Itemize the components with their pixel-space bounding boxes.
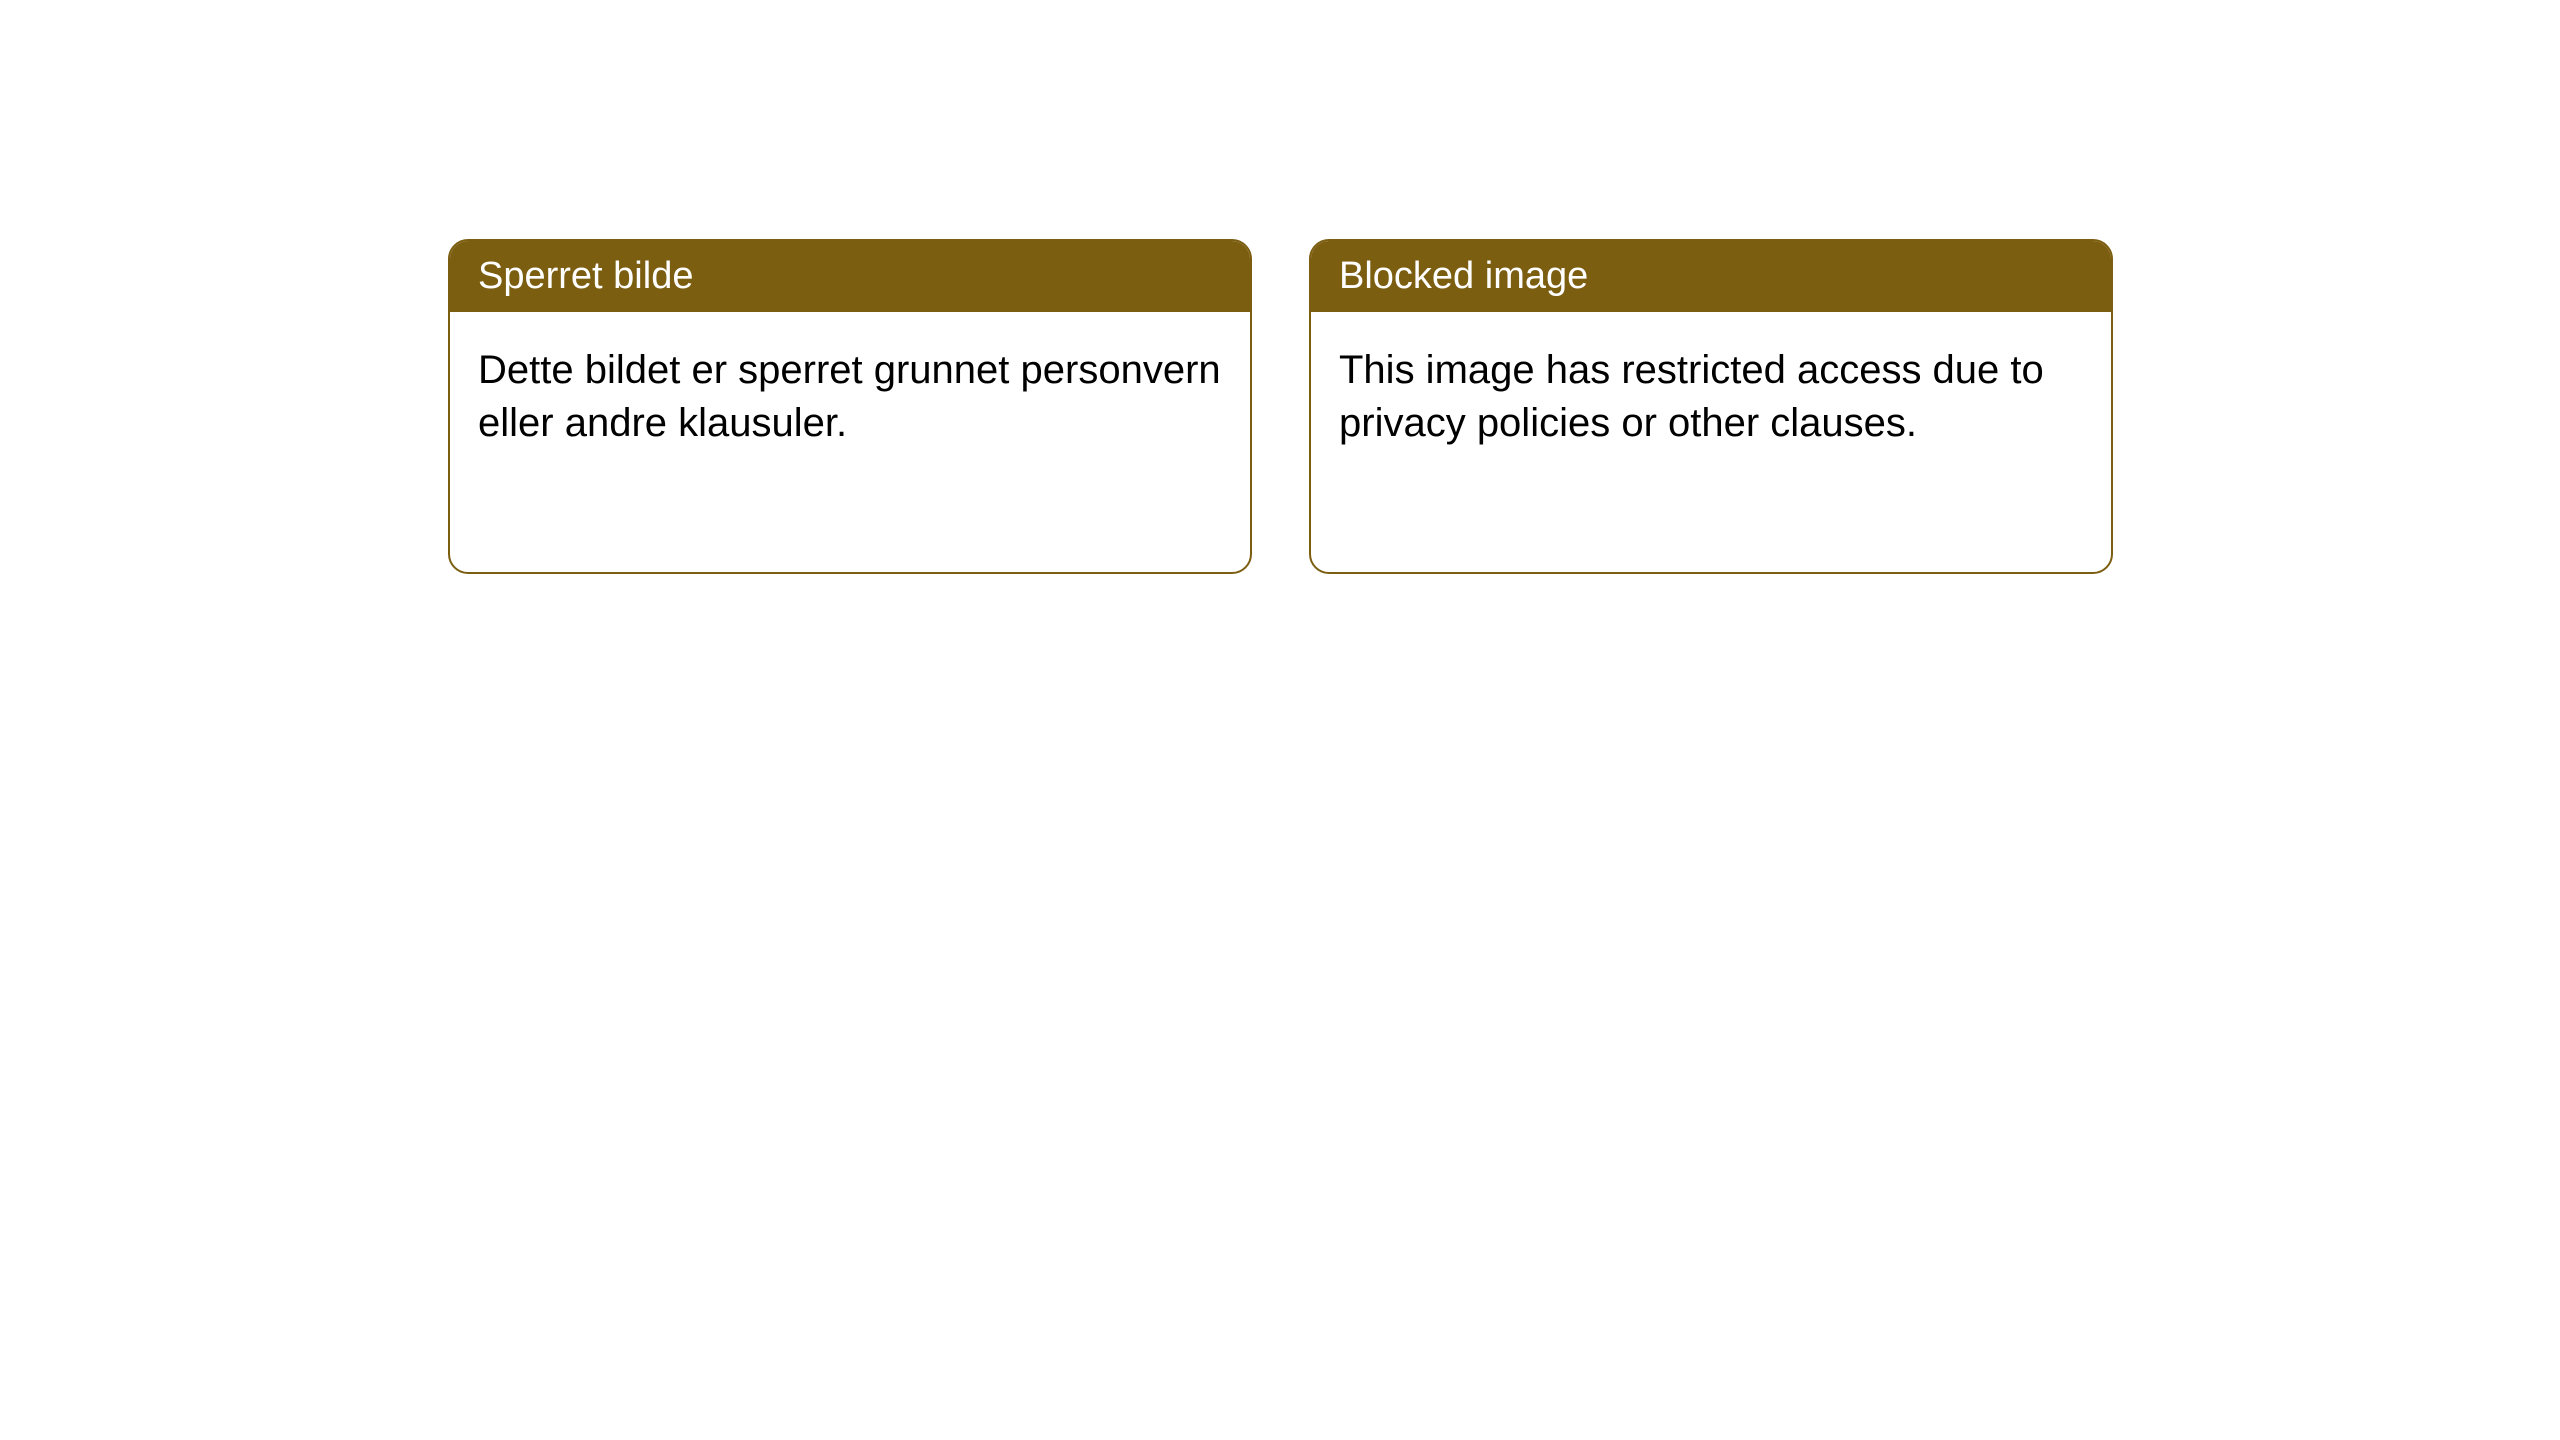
notice-title: Blocked image [1339, 255, 1588, 297]
notice-body: Dette bildet er sperret grunnet personve… [450, 312, 1250, 482]
notice-title: Sperret bilde [478, 255, 693, 297]
notice-body: This image has restricted access due to … [1311, 312, 2111, 482]
notice-container: Sperret bilde Dette bildet er sperret gr… [448, 239, 2113, 574]
notice-message: This image has restricted access due to … [1339, 348, 2044, 445]
notice-message: Dette bildet er sperret grunnet personve… [478, 348, 1221, 445]
notice-header: Blocked image [1311, 241, 2111, 312]
notice-card-norwegian: Sperret bilde Dette bildet er sperret gr… [448, 239, 1252, 574]
notice-card-english: Blocked image This image has restricted … [1309, 239, 2113, 574]
notice-header: Sperret bilde [450, 241, 1250, 312]
